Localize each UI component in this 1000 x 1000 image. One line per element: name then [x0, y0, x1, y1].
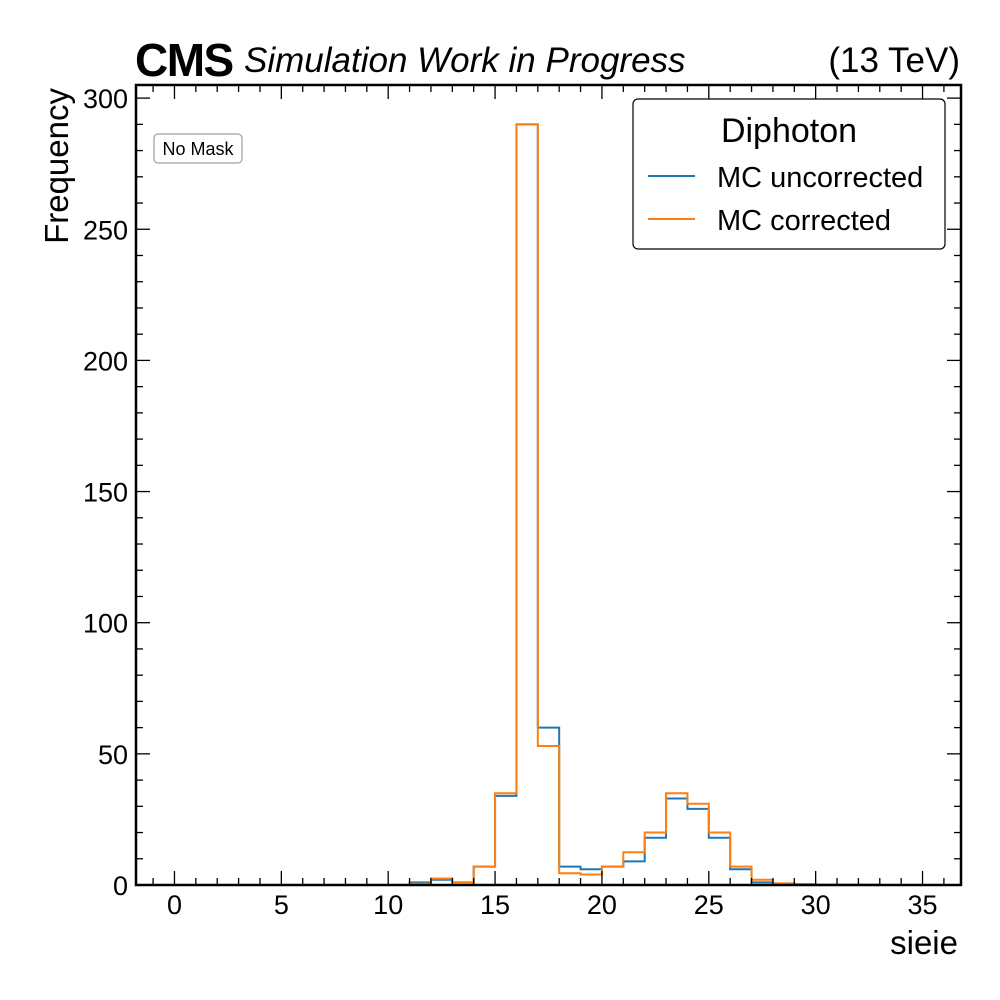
- energy-label: (13 TeV): [828, 41, 960, 80]
- annotation-text: No Mask: [162, 139, 234, 159]
- legend-box: [632, 98, 946, 250]
- status-label: Simulation Work in Progress: [244, 41, 686, 80]
- y-tick-label: 100: [83, 609, 128, 639]
- x-tick-label: 5: [274, 890, 289, 920]
- x-tick-label: 0: [167, 890, 182, 920]
- legend-title: Diphoton: [721, 112, 857, 150]
- y-tick-label: 150: [83, 478, 128, 508]
- y-tick-label: 50: [98, 740, 128, 770]
- x-tick-label: 25: [694, 890, 724, 920]
- tick-label-layer: 0 5 10 15 20 25 30 35 0 50 100 150 200 250 300: [83, 84, 938, 920]
- x-tick-label: 15: [480, 890, 510, 920]
- legend-label-corrected: MC corrected: [717, 205, 891, 237]
- y-tick-label: 200: [83, 346, 128, 376]
- plot-frame: [134, 83, 963, 887]
- x-tick-label: 35: [908, 890, 938, 920]
- y-tick-label: 300: [83, 84, 128, 114]
- legend: Diphoton MC uncorrected MC corrected: [632, 98, 946, 250]
- y-tick-label: 250: [83, 215, 128, 245]
- y-axis-label: Frequency: [38, 88, 75, 244]
- x-tick-label: 30: [801, 890, 831, 920]
- y-tick-label: 0: [113, 871, 128, 901]
- legend-label-uncorrected: MC uncorrected: [717, 162, 923, 194]
- annotation-box: [153, 133, 243, 164]
- experiment-label: CMS: [135, 34, 233, 86]
- x-axis-label: sieie: [890, 924, 958, 961]
- x-tick-label: 20: [587, 890, 617, 920]
- x-tick-label: 10: [373, 890, 403, 920]
